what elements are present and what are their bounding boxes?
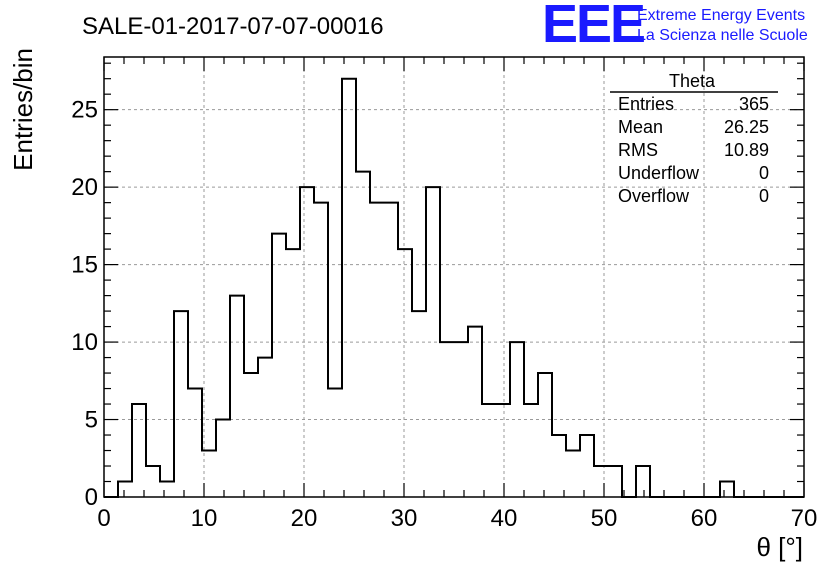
stats-underflow-label: Underflow — [618, 163, 700, 183]
y-tick-label: 20 — [71, 174, 98, 201]
y-tick-label: 5 — [85, 407, 98, 434]
grid-lines — [104, 57, 804, 497]
stats-underflow-value: 0 — [759, 163, 769, 183]
y-axis-title: Entries/bin — [8, 48, 38, 171]
x-tick-label: 40 — [491, 505, 518, 532]
x-tick-label: 10 — [191, 505, 218, 532]
y-tick-label: 0 — [85, 484, 98, 511]
x-tick-label: 20 — [291, 505, 318, 532]
stats-entries-label: Entries — [618, 94, 674, 114]
stats-overflow-value: 0 — [759, 186, 769, 206]
stats-box: Theta Entries 365 Mean 26.25 RMS 10.89 U… — [610, 71, 778, 206]
stats-entries-value: 365 — [739, 94, 769, 114]
x-tick-label: 0 — [97, 505, 110, 532]
eee-logo: EEE Extreme Energy Events La Scienza nel… — [542, 0, 808, 54]
axis-ticks: 0 10 20 30 40 50 60 70 0 5 10 15 20 25 — [71, 57, 817, 532]
chart-title: SALE-01-2017-07-07-00016 — [82, 13, 384, 40]
x-axis-title: θ [°] — [756, 532, 803, 562]
stats-mean-value: 26.25 — [724, 117, 769, 137]
x-tick-label: 50 — [591, 505, 618, 532]
x-tick-label: 30 — [391, 505, 418, 532]
stats-title: Theta — [669, 71, 716, 91]
logo-mark: EEE — [542, 0, 644, 54]
histogram-line — [104, 77, 804, 498]
stats-rms-label: RMS — [618, 140, 658, 160]
plot-frame — [103, 56, 805, 498]
stats-mean-label: Mean — [618, 117, 663, 137]
stats-rms-value: 10.89 — [724, 140, 769, 160]
y-tick-label: 25 — [71, 97, 98, 124]
y-tick-label: 15 — [71, 252, 98, 279]
logo-line2: La Scienza nelle Scuole — [637, 27, 808, 44]
y-tick-label: 10 — [71, 329, 98, 356]
logo-line1: Extreme Energy Events — [637, 7, 805, 24]
x-tick-label: 60 — [691, 505, 718, 532]
x-tick-label: 70 — [791, 505, 818, 532]
stats-overflow-label: Overflow — [618, 186, 690, 206]
